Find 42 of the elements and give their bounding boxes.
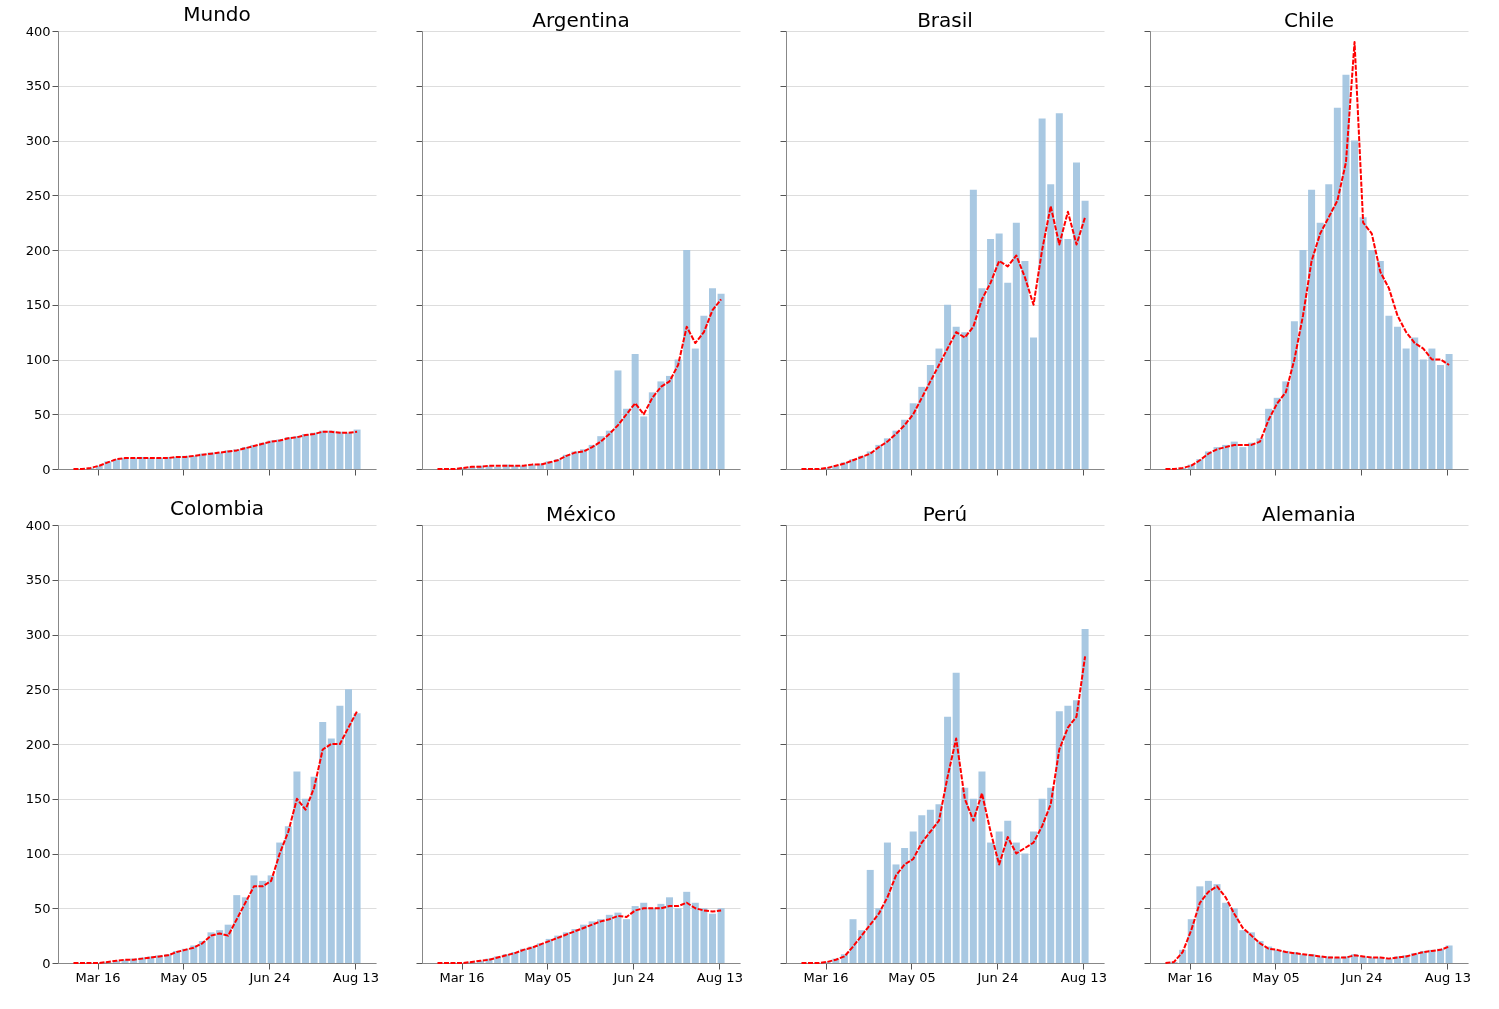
y-tick-label: 250	[25, 681, 51, 697]
x-tick-label: Jun 24	[248, 969, 291, 985]
y-tick-label: 350	[25, 78, 51, 94]
y-tick-label: 0	[42, 461, 51, 477]
y-tick-label: 50	[33, 406, 51, 422]
y-tick-label: 150	[25, 297, 51, 313]
y-tick-label: 400	[25, 517, 51, 533]
chart-title: Chile	[1283, 7, 1335, 32]
chart-title: Mundo	[183, 2, 251, 26]
y-tick-label: 200	[25, 242, 51, 258]
x-tick-label: May 05	[160, 969, 208, 985]
chart-title: Perú	[922, 501, 968, 526]
y-tick-label: 50	[33, 900, 51, 916]
y-tick-label: 100	[25, 352, 51, 367]
chart-title: Colombia	[170, 496, 264, 520]
y-tick-label: 300	[25, 133, 51, 148]
x-tick-label: Jun 24	[976, 969, 1019, 985]
x-tick-label: May 05	[888, 969, 936, 985]
x-tick-label: Aug 13	[1060, 969, 1107, 985]
x-tick-label: Aug 13	[332, 969, 379, 985]
x-tick-label: Jun 24	[612, 969, 655, 985]
y-tick-label: 250	[25, 187, 51, 203]
chart-title: Brasil	[917, 7, 973, 32]
x-tick-label: Aug 13	[696, 969, 743, 985]
x-tick-label: Mar 16	[1167, 969, 1213, 985]
x-tick-label: May 05	[524, 969, 572, 985]
y-tick-label: 400	[25, 23, 51, 39]
chart-title: Alemania	[1262, 501, 1356, 526]
x-tick-label: May 05	[1252, 969, 1300, 985]
y-tick-label: 150	[25, 791, 51, 807]
y-tick-label: 100	[25, 846, 51, 861]
chart-title: México	[546, 501, 616, 526]
chart-title: Argentina	[532, 7, 630, 32]
x-tick-label: Mar 16	[439, 969, 485, 985]
x-tick-label: Mar 16	[75, 969, 121, 985]
x-tick-label: Jun 24	[1340, 969, 1383, 985]
y-tick-label: 350	[25, 572, 51, 588]
x-tick-label: Mar 16	[803, 969, 849, 985]
y-tick-label: 200	[25, 736, 51, 752]
y-tick-label: 0	[42, 955, 51, 971]
y-tick-label: 300	[25, 627, 51, 642]
x-tick-label: Aug 13	[1424, 969, 1471, 985]
